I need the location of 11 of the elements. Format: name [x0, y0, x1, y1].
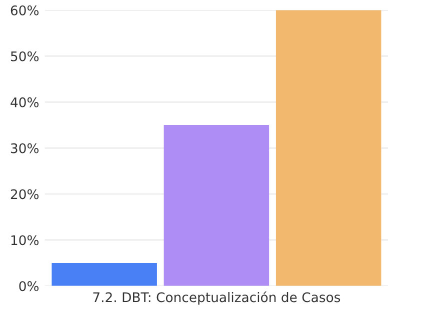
y-tick-label: 0% — [19, 281, 39, 292]
y-tick-label: 40% — [10, 97, 39, 108]
y-tick-label: 10% — [11, 235, 39, 246]
y-tick-label: 30% — [10, 143, 39, 154]
x-tick-label: 7.2. DBT: Conceptualización de Casos — [93, 291, 340, 305]
bar — [164, 125, 270, 286]
bar — [276, 10, 382, 286]
y-tick-label: 60% — [10, 5, 39, 16]
bar — [52, 262, 157, 286]
y-tick-label: 50% — [10, 51, 39, 62]
y-tick-label: 20% — [10, 189, 39, 200]
